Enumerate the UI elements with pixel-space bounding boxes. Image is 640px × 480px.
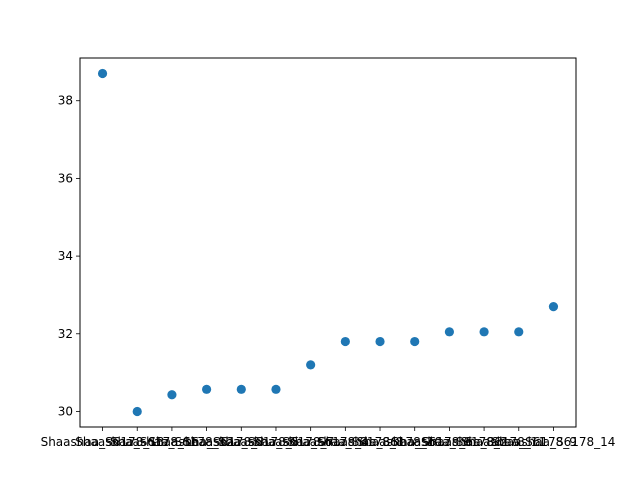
- plot-frame: [79, 57, 577, 428]
- data-point: [306, 360, 316, 370]
- data-points: [97, 68, 559, 417]
- x-tick-label: Shaashaa_S6178_3: [148, 435, 264, 449]
- data-point: [514, 327, 524, 337]
- x-tick-label: Shaashaa_S6178_4: [253, 435, 369, 449]
- data-point: [202, 384, 212, 394]
- x-tick-label: Shaashaa_S6178_10: [318, 435, 442, 449]
- y-tick-label: 38: [58, 94, 73, 108]
- x-tick-label: Shaashaa_S6178_13: [41, 435, 165, 449]
- x-tick-label: Shaashaa_S6178_11: [422, 435, 546, 449]
- data-point: [479, 327, 489, 337]
- data-point: [97, 68, 108, 79]
- data-point: [548, 301, 559, 312]
- x-tick-label: Shaashaa_S6178_7: [218, 435, 334, 449]
- x-tick-label: Shaashaa_S6178_2: [391, 435, 507, 449]
- data-point: [167, 390, 177, 400]
- x-tick-label: Shaashaa_S6178_12: [110, 435, 234, 449]
- y-tick-label: 32: [58, 327, 73, 341]
- data-point: [375, 336, 385, 347]
- x-tick-label: Shaashaa_S6178_9: [461, 435, 577, 449]
- x-axis: Shaashaa_S6178_13Shaashaa_S6178_16Shaash…: [41, 427, 615, 449]
- y-tick-label: 34: [58, 249, 73, 263]
- data-point: [236, 384, 246, 394]
- data-point: [444, 327, 454, 337]
- y-axis: 30 32 34 36 38: [58, 94, 80, 418]
- data-point: [271, 384, 281, 394]
- x-tick-label: Shaashaa_S6178_6: [357, 435, 473, 449]
- x-tick-label: Shaashaa_S6178_14: [491, 435, 615, 449]
- y-tick-label: 30: [58, 404, 73, 418]
- x-tick-label: Shaashaa_S6178_8: [287, 435, 403, 449]
- y-tick-label: 36: [58, 171, 73, 185]
- data-point: [410, 336, 420, 347]
- x-tick-label: Shaashaa_S6178_5: [183, 435, 299, 449]
- data-point: [340, 336, 350, 347]
- data-point: [132, 406, 142, 417]
- x-tick-label: Shaashaa_S6178_16: [75, 435, 199, 449]
